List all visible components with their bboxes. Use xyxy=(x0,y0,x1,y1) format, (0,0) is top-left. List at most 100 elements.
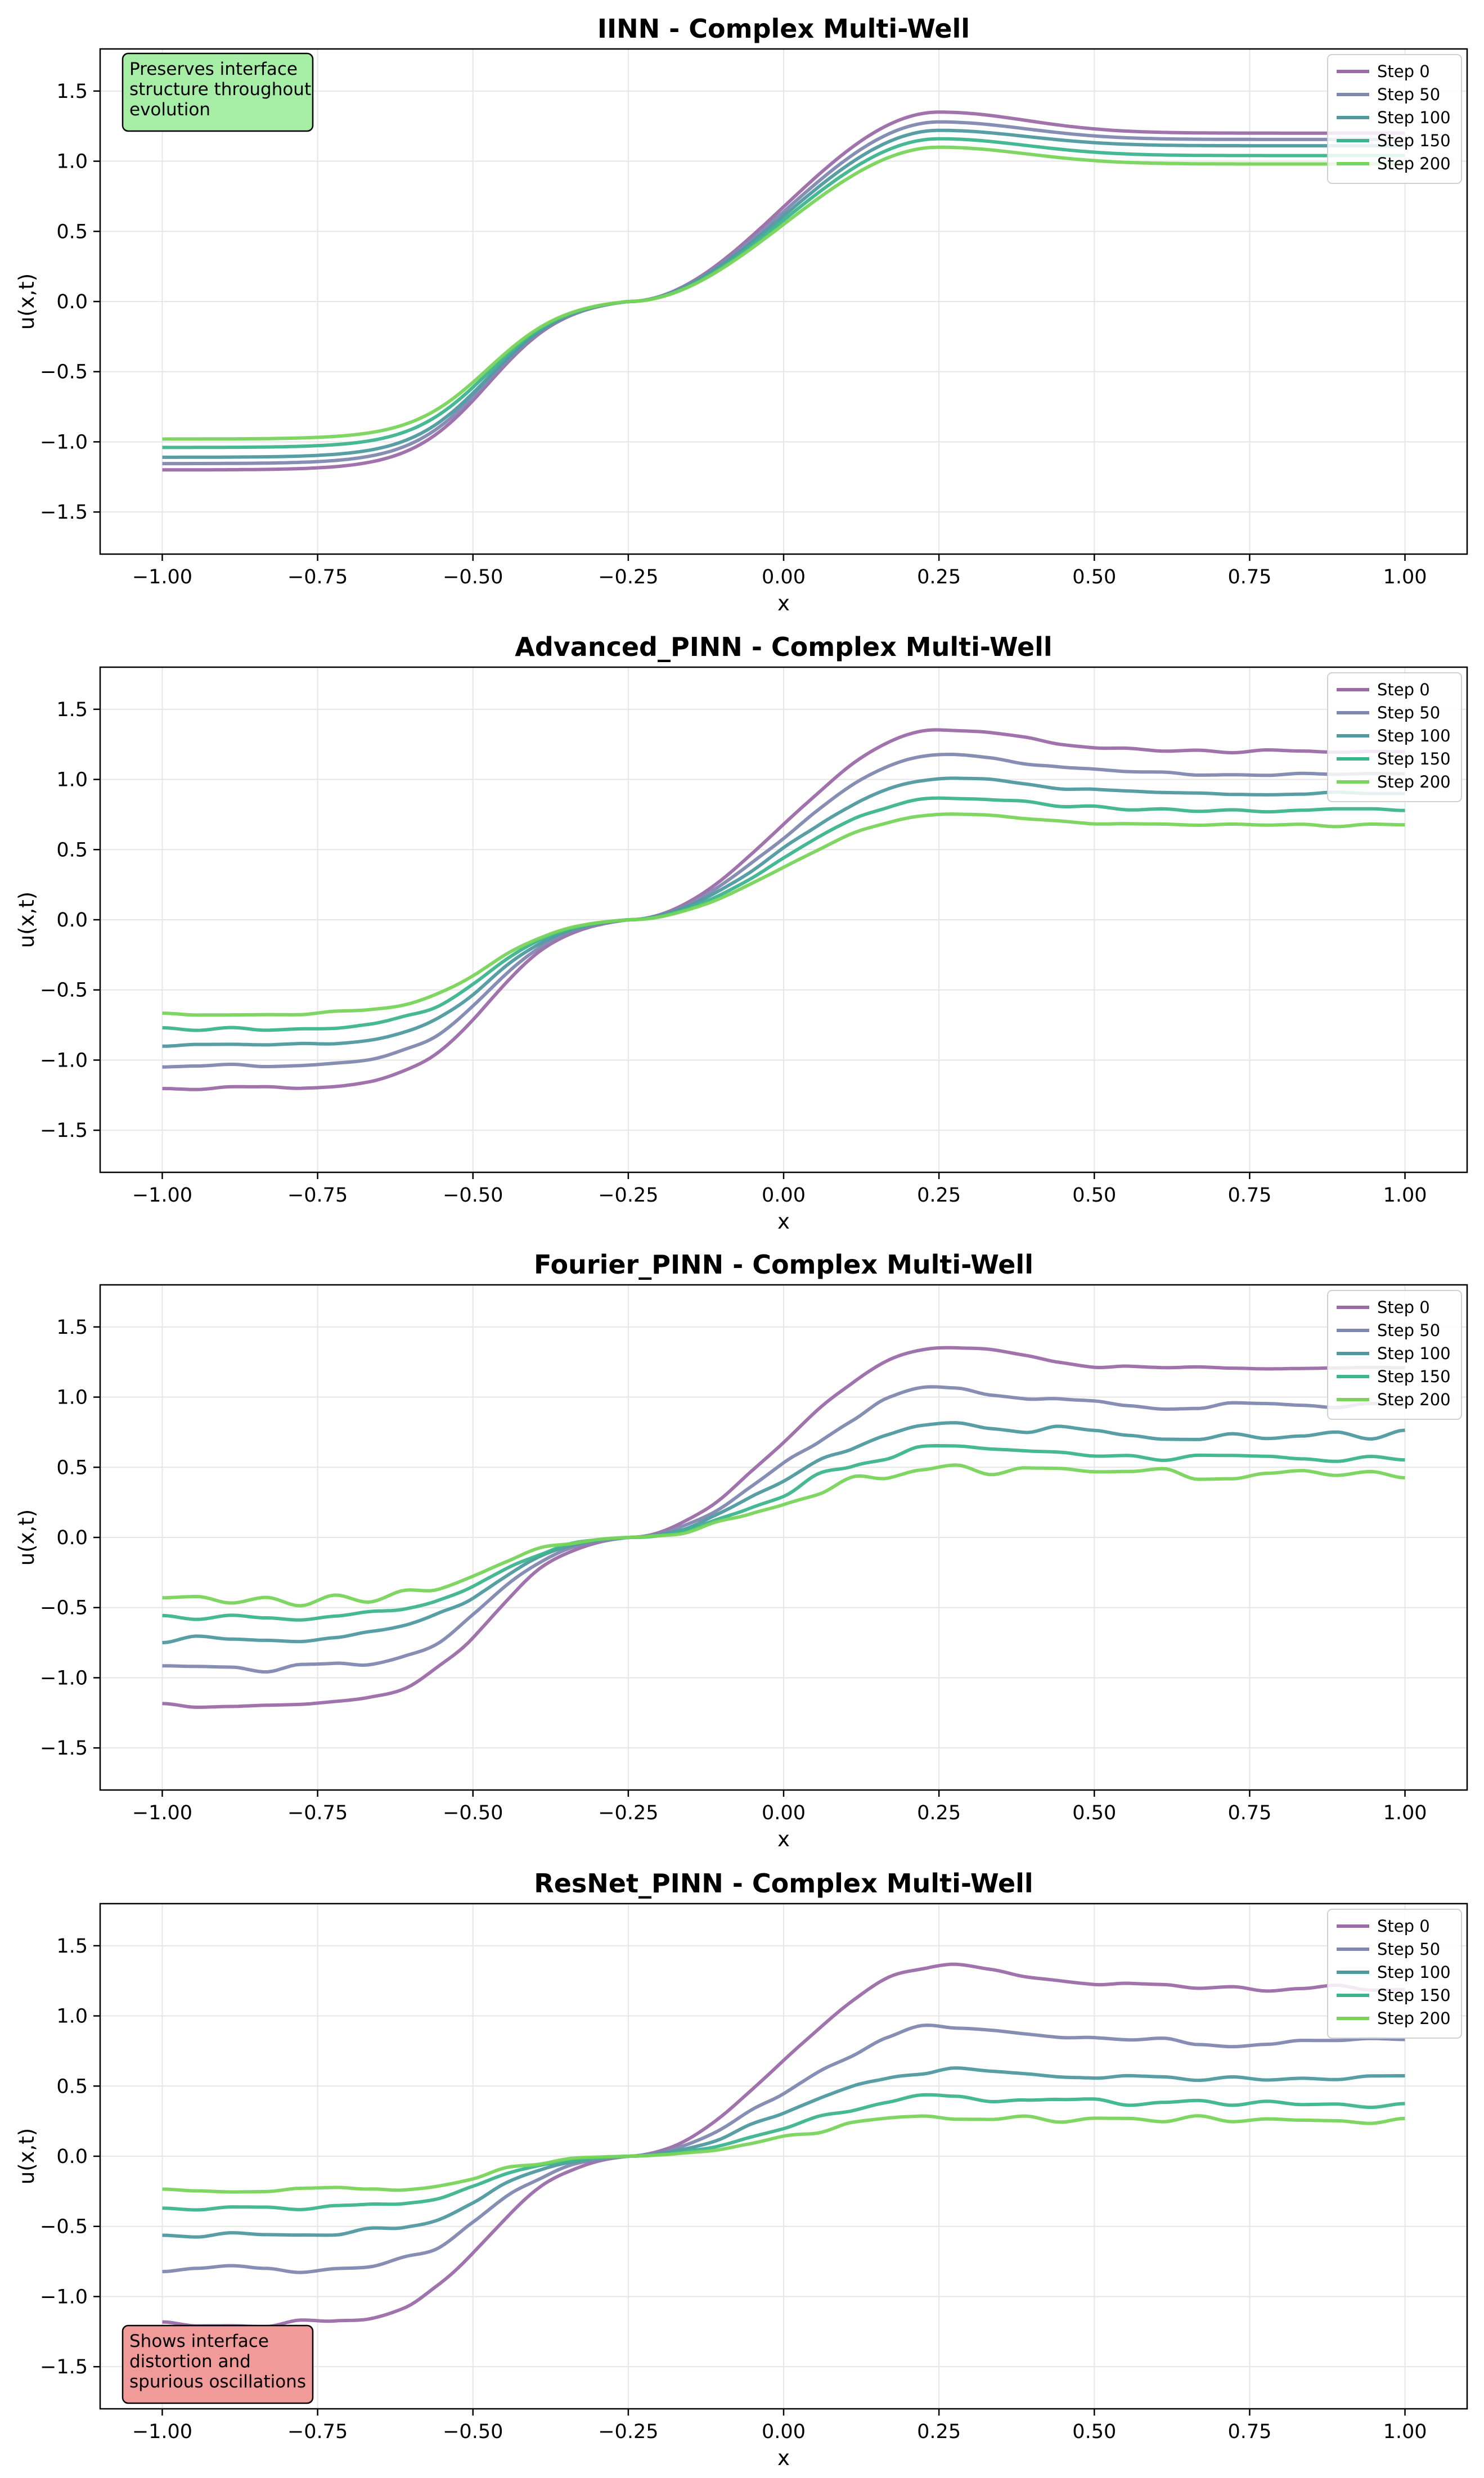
series-line-step-100 xyxy=(162,776,1405,1048)
x-tick-label: 0.50 xyxy=(1072,566,1116,588)
y-tick-label: 0.0 xyxy=(56,291,88,313)
legend-label: Step 200 xyxy=(1377,1390,1451,1409)
x-tick-label: 0.00 xyxy=(762,2421,806,2443)
legend-box xyxy=(1327,1290,1462,1420)
x-axis-label: x xyxy=(777,591,790,615)
x-tick-label: −0.75 xyxy=(287,566,348,588)
x-tick-label: −0.50 xyxy=(443,2421,503,2443)
legend: Step 0 Step 50 Step 100 Step 150 Step 200 xyxy=(1327,54,1462,184)
x-tick-label: −0.50 xyxy=(443,566,503,588)
legend-label: Step 100 xyxy=(1377,726,1451,745)
panel-3: Fourier_PINN - Complex Multi-Well −1.00 −0… xyxy=(15,1249,1468,1851)
panel-title: ResNet_PINN - Complex Multi-Well xyxy=(534,1868,1033,1899)
legend: Step 0 Step 50 Step 100 Step 150 Step 200 xyxy=(1327,1290,1462,1420)
series-line-step-200 xyxy=(162,812,1405,1017)
legend-label: Step 100 xyxy=(1377,108,1451,127)
y-axis-label: u(x,t) xyxy=(15,2128,39,2185)
series-line-step-0 xyxy=(162,1962,1405,2328)
x-tick-label: −0.50 xyxy=(443,1184,503,1207)
legend-box xyxy=(1327,672,1462,802)
x-tick-label: 0.25 xyxy=(917,566,961,588)
y-tick-label: 1.5 xyxy=(56,1935,88,1958)
legend-label: Step 100 xyxy=(1377,1344,1451,1363)
series-line-step-50 xyxy=(162,753,1405,1069)
x-tick-label: −0.25 xyxy=(598,1184,658,1207)
series-line-step-50 xyxy=(162,2023,1405,2274)
y-tick-label: 1.0 xyxy=(56,769,88,791)
legend-label: Step 0 xyxy=(1377,680,1430,699)
panel-4: ResNet_PINN - Complex Multi-Well −1.00 −0.… xyxy=(15,1868,1468,2470)
x-tick-label: 0.75 xyxy=(1227,1184,1271,1207)
series-line-step-0 xyxy=(162,110,1405,472)
legend-label: Step 50 xyxy=(1377,85,1440,104)
y-tick-label: −0.5 xyxy=(40,361,88,384)
legend-label: Step 150 xyxy=(1377,131,1451,150)
x-tick-label: 0.75 xyxy=(1227,2421,1271,2443)
y-axis-label: u(x,t) xyxy=(15,892,39,948)
series-line-step-200 xyxy=(162,2114,1405,2194)
x-tick-label: −0.75 xyxy=(287,1184,348,1207)
panel-2: Advanced_PINN - Complex Multi-Well −1.00 −… xyxy=(15,632,1468,1234)
series-line-step-150 xyxy=(162,137,1405,449)
legend-label: Step 100 xyxy=(1377,1963,1451,1982)
y-tick-label: 0.5 xyxy=(56,2075,88,2098)
y-tick-label: 1.0 xyxy=(56,1387,88,1409)
annotation-line: distortion and xyxy=(129,2351,251,2372)
x-tick-label: 0.00 xyxy=(762,566,806,588)
legend-label: Step 0 xyxy=(1377,1298,1430,1317)
x-tick-label: 0.75 xyxy=(1227,566,1271,588)
panel-title: IINN - Complex Multi-Well xyxy=(597,14,970,44)
x-tick-label: 1.00 xyxy=(1383,566,1427,588)
x-tick-label: −0.25 xyxy=(598,566,658,588)
x-tick-label: 1.00 xyxy=(1383,2421,1427,2443)
x-tick-label: 0.50 xyxy=(1072,1184,1116,1207)
series-line-step-150 xyxy=(162,1443,1405,1622)
panel-1: IINN - Complex Multi-Well−1.00 −0.75 −0.50… xyxy=(15,14,1468,615)
y-tick-label: −1.0 xyxy=(40,1049,88,1072)
annotation-line: evolution xyxy=(129,100,210,120)
series-line-step-100 xyxy=(162,128,1405,459)
series-line-step-150 xyxy=(162,2093,1405,2212)
legend-label: Step 200 xyxy=(1377,154,1451,173)
series-line-step-200 xyxy=(162,145,1405,441)
series-line-step-100 xyxy=(162,1421,1405,1645)
legend-label: Step 50 xyxy=(1377,1940,1440,1959)
legend-label: Step 200 xyxy=(1377,772,1451,791)
series-line-step-200 xyxy=(162,1463,1405,1608)
y-tick-label: 0.5 xyxy=(56,1456,88,1479)
x-tick-label: −1.00 xyxy=(132,2421,192,2443)
y-tick-label: 0.5 xyxy=(56,839,88,861)
x-tick-label: 0.00 xyxy=(762,1802,806,1824)
annotation-box xyxy=(122,2324,314,2404)
x-tick-label: 1.00 xyxy=(1383,1802,1427,1824)
y-tick-label: −0.5 xyxy=(40,1597,88,1620)
y-tick-label: −1.5 xyxy=(40,501,88,524)
panel-title: Fourier_PINN - Complex Multi-Well xyxy=(534,1249,1033,1280)
series-line-step-0 xyxy=(162,728,1405,1091)
y-tick-label: 1.0 xyxy=(56,151,88,173)
legend: Step 0 Step 50 Step 100 Step 150 Step 200 xyxy=(1327,672,1462,802)
x-tick-label: −0.25 xyxy=(598,1802,658,1824)
y-axis-label: u(x,t) xyxy=(15,273,39,330)
x-tick-label: 1.00 xyxy=(1383,1184,1427,1207)
series-line-step-50 xyxy=(162,1385,1405,1674)
annotation-line: spurious oscillations xyxy=(129,2372,306,2392)
x-tick-label: −1.00 xyxy=(132,566,192,588)
x-axis-label: x xyxy=(777,1209,790,1234)
x-axis-label: x xyxy=(777,2446,790,2470)
legend-label: Step 0 xyxy=(1377,62,1430,81)
series-line-step-150 xyxy=(162,796,1405,1032)
y-tick-label: 1.0 xyxy=(56,2005,88,2028)
series-line-step-50 xyxy=(162,120,1405,466)
y-tick-label: 0.5 xyxy=(56,221,88,243)
y-tick-label: 1.5 xyxy=(56,699,88,721)
y-tick-label: −1.0 xyxy=(40,431,88,453)
x-tick-label: 0.25 xyxy=(917,1184,961,1207)
y-tick-label: 0.0 xyxy=(56,909,88,932)
legend: Step 0 Step 50 Step 100 Step 150 Step 200 xyxy=(1327,1909,1462,2039)
panel-title: Advanced_PINN - Complex Multi-Well xyxy=(515,632,1052,662)
